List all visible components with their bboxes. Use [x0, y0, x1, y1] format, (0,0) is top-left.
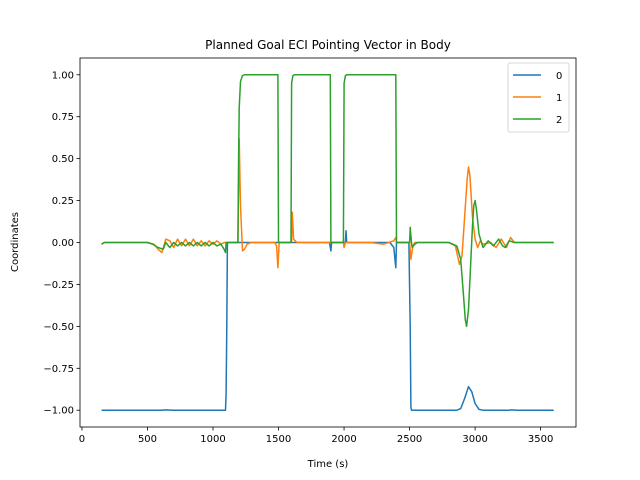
x-tick-label: 2000	[331, 434, 356, 445]
y-tick-label: −0.25	[43, 280, 74, 291]
y-tick-label: −1.00	[43, 406, 74, 417]
y-tick-label: 0.00	[52, 238, 74, 249]
x-tick-label: 1500	[266, 434, 291, 445]
x-tick-label: 3500	[528, 434, 553, 445]
plot-lines	[101, 74, 554, 411]
series-line-1	[101, 137, 554, 269]
legend-label-2: 2	[556, 115, 562, 126]
chart-title: Planned Goal ECI Pointing Vector in Body	[205, 38, 451, 52]
x-tick-label: 2500	[397, 434, 422, 445]
x-tick-label: 1000	[200, 434, 225, 445]
x-tick-label: 500	[138, 434, 157, 445]
series-line-0	[101, 230, 554, 411]
legend-label-1: 1	[556, 93, 562, 104]
y-tick-label: 1.00	[52, 70, 74, 81]
legend: 0 1 2	[507, 62, 570, 133]
y-tick-label: 0.75	[52, 112, 74, 123]
x-axis-title: Time (s)	[307, 459, 349, 470]
x-tick-label: 3000	[462, 434, 487, 445]
y-tick-label: −0.75	[43, 364, 74, 375]
y-axis-ticks: −1.00 −0.75 −0.50 −0.25 0.00 0.25 0.50 0.75 1.00	[43, 70, 80, 417]
x-tick-label: 0	[79, 434, 85, 445]
series-line-2	[101, 74, 554, 328]
x-axis-ticks: 0 500 1000 1500 2000 2500 3000 3500	[79, 427, 553, 445]
legend-label-0: 0	[556, 71, 562, 82]
y-tick-label: 0.25	[52, 196, 74, 207]
y-tick-label: −0.50	[43, 322, 74, 333]
y-axis-title: Coordinates	[10, 212, 21, 272]
y-tick-label: 0.50	[52, 154, 74, 165]
